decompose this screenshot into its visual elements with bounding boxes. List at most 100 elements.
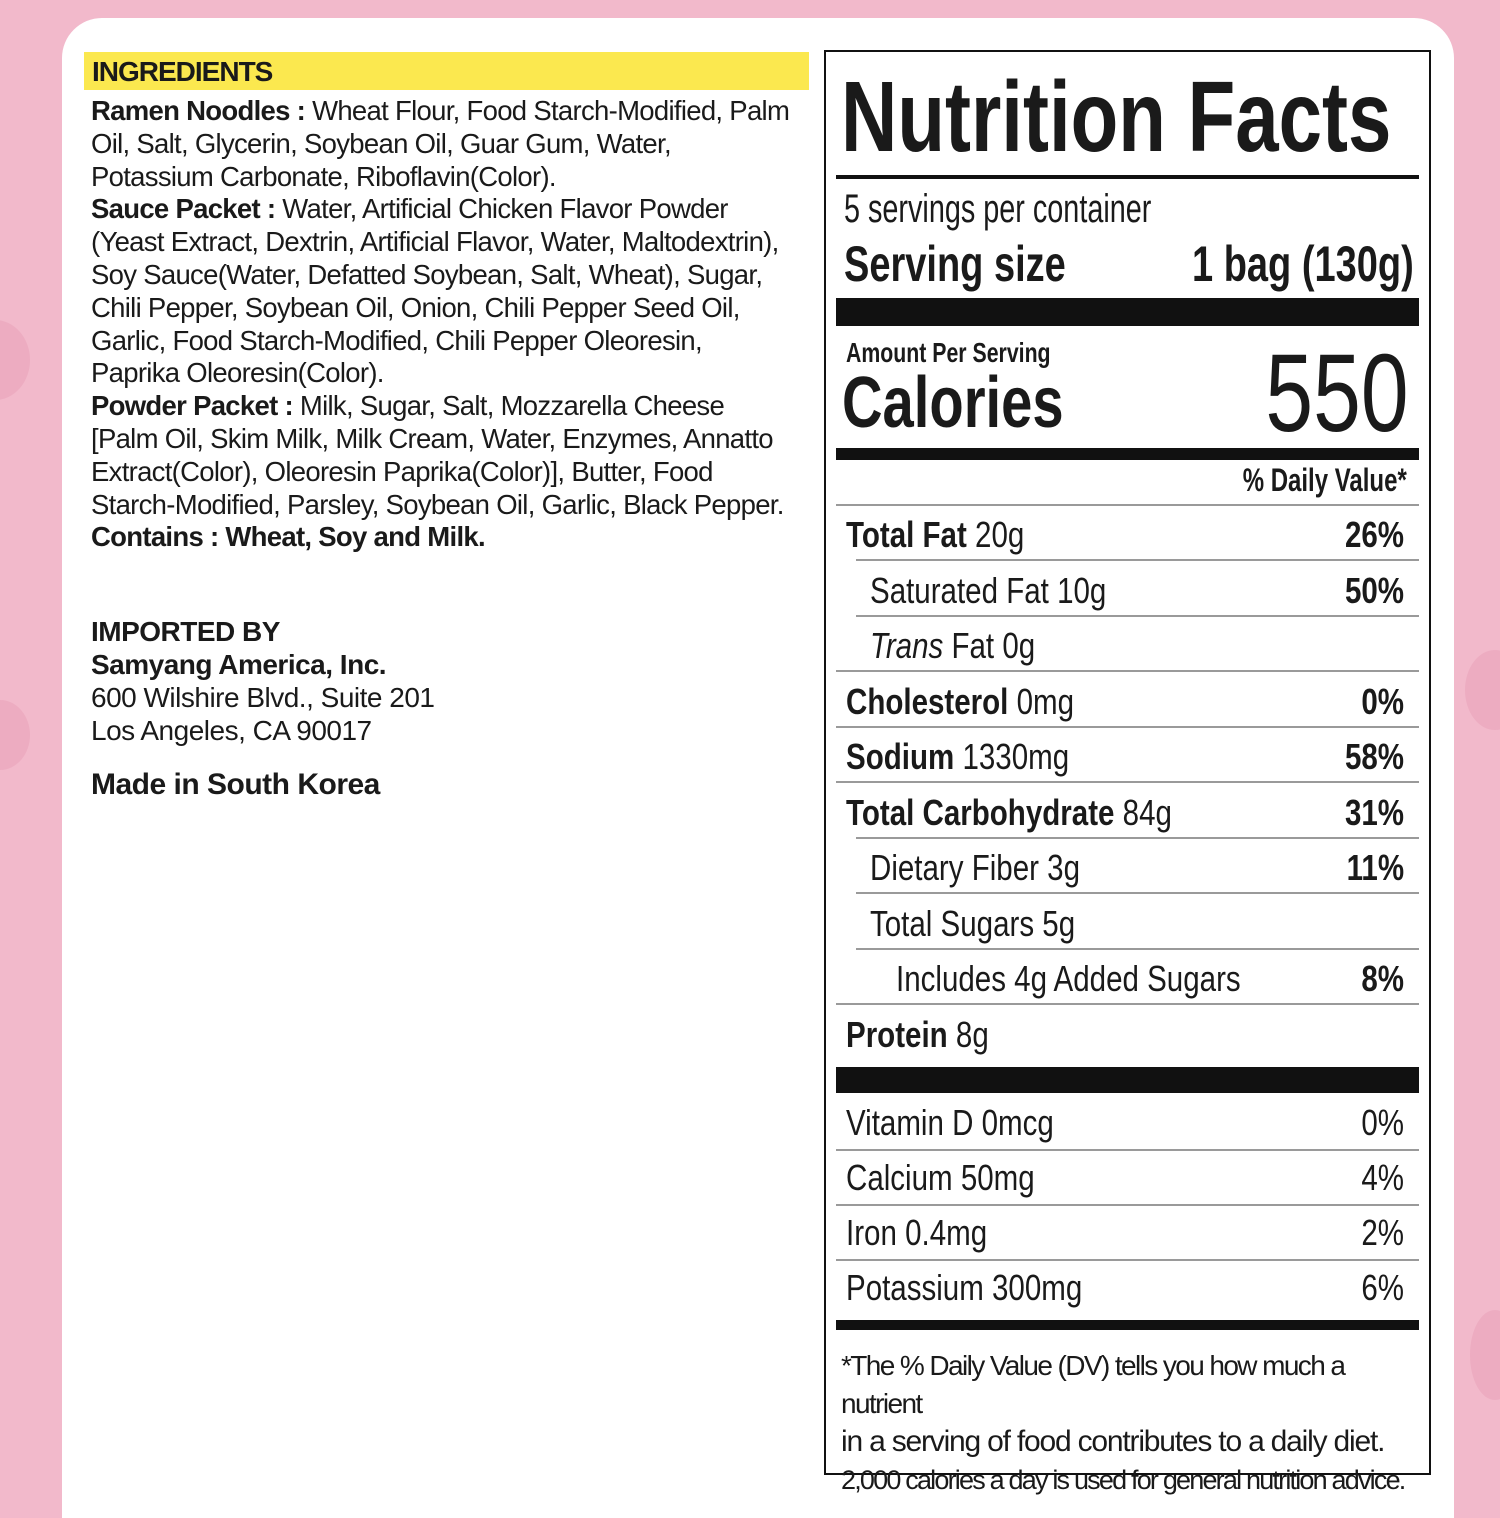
calories-value-text: 550 xyxy=(1265,332,1409,455)
nutrient-label: Cholesterol xyxy=(846,680,1009,722)
divider xyxy=(856,947,1419,950)
nutrient-row: Total Sugars 5g xyxy=(846,903,1404,945)
divider xyxy=(836,725,1419,728)
dv-header-text: % Daily Value* xyxy=(1242,462,1407,498)
section-label: Contains : xyxy=(91,521,219,553)
nutrient-name: Total Fat 20g xyxy=(846,514,1024,556)
importer-address: 600 Wilshire Blvd., Suite 201 xyxy=(91,682,435,713)
section-label: Powder Packet : xyxy=(91,390,294,422)
nutrient-name: Protein 8g xyxy=(846,1014,989,1056)
nutrition-title: Nutrition Facts xyxy=(841,62,1500,172)
nutrient-daily-value: 0% xyxy=(1361,680,1404,722)
section-label: Ramen Noodles : xyxy=(91,95,306,126)
nutrient-row: Dietary Fiber 3g 11% xyxy=(846,847,1404,889)
divider xyxy=(856,836,1419,839)
vitamin-daily-value: 2% xyxy=(1361,1212,1404,1253)
heart-decoration xyxy=(0,700,30,770)
vitamin-label: Potassium 300mg xyxy=(846,1267,1083,1308)
allergen-statement: Contains : Wheat, Soy and Milk. xyxy=(91,521,486,553)
divider xyxy=(836,781,1419,783)
nutrient-amount: 1330mg xyxy=(962,736,1070,777)
amount-per-serving: Amount Per Serving xyxy=(846,337,1115,369)
nutrient-daily-value: 31% xyxy=(1344,791,1404,833)
vitamin-row: Vitamin D 0mcg 0% xyxy=(846,1102,1404,1143)
servings-text: 5 servings per container xyxy=(844,187,1152,231)
calories-value: 550 xyxy=(1225,330,1409,457)
divider xyxy=(856,614,1419,617)
nutrient-row: Total Carbohydrate 84g 31% xyxy=(846,791,1404,834)
section-text: Water, Artificial Chicken Flavor Powder … xyxy=(91,193,779,389)
nutrient-name: Dietary Fiber 3g xyxy=(870,847,1080,889)
nutrient-row: Protein 8g xyxy=(846,1014,1404,1056)
nutrient-label: Protein xyxy=(846,1013,948,1055)
nutrient-label: Total Fat xyxy=(846,514,967,555)
divider xyxy=(836,1204,1419,1206)
nutrient-amount: 8g xyxy=(955,1013,989,1055)
divider xyxy=(856,892,1419,894)
serving-size-value: 1 bag (130g) xyxy=(1122,235,1414,293)
importer-city: Los Angeles, CA 90017 xyxy=(91,715,372,746)
nutrient-label: Total Sugars xyxy=(870,902,1035,944)
nutrient-row: Sodium 1330mg 58% xyxy=(846,736,1404,777)
divider xyxy=(836,1003,1419,1005)
divider xyxy=(836,1259,1419,1261)
nutrient-row: Cholesterol 0mg 0% xyxy=(846,680,1404,723)
divider xyxy=(856,559,1419,561)
divider xyxy=(836,1149,1419,1151)
vitamin-daily-value: 6% xyxy=(1361,1267,1404,1308)
nutrient-amount: Fat 0g xyxy=(951,625,1036,666)
nutrition-title-text: Nutrition Facts xyxy=(841,61,1392,173)
nutrient-label: Total Carbohydrate xyxy=(846,791,1115,833)
ingredients-list: Ramen Noodles : Wheat Flour, Food Starch… xyxy=(91,95,796,554)
ingredient-section: Powder Packet : Milk, Sugar, Salt, Mozza… xyxy=(91,390,784,519)
section-label: Sauce Packet : xyxy=(91,193,276,225)
nutrient-row: Includes 4g Added Sugars 8% xyxy=(846,958,1404,1000)
nutrient-amount: 10g xyxy=(1057,569,1107,611)
nutrient-name: Saturated Fat 10g xyxy=(870,570,1106,612)
footnote-line: in a serving of food contributes to a da… xyxy=(841,1425,1385,1458)
heart-decoration xyxy=(1465,650,1500,730)
nutrient-amount: 84g xyxy=(1122,791,1172,833)
nutrient-label: Saturated Fat xyxy=(870,569,1049,611)
vitamin-daily-value: 0% xyxy=(1361,1102,1404,1143)
vitamin-label: Vitamin D 0mcg xyxy=(846,1102,1054,1143)
serving-size-value-text: 1 bag (130g) xyxy=(1192,236,1414,292)
nutrient-name: Total Sugars 5g xyxy=(870,903,1075,945)
vitamin-row: Potassium 300mg 6% xyxy=(846,1267,1404,1308)
nutrient-amount: 5g xyxy=(1042,902,1076,944)
nutrient-row: Saturated Fat 10g 50% xyxy=(846,569,1404,612)
footnote-line: 2,000 calories a day is used for general… xyxy=(841,1465,1406,1495)
vitamin-row: Iron 0.4mg 2% xyxy=(846,1212,1404,1253)
nutrient-label: Dietary Fiber xyxy=(870,847,1039,888)
nutrient-daily-value: 11% xyxy=(1346,847,1404,888)
footnote: *The % Daily Value (DV) tells you how mu… xyxy=(841,1347,1429,1499)
nutrient-daily-value: 50% xyxy=(1344,569,1404,611)
section-text: Wheat Flour, Food Starch-Modified, Palm … xyxy=(91,95,790,192)
divider xyxy=(836,670,1419,672)
importer-heading: IMPORTED BY xyxy=(91,616,280,647)
ingredients-heading-text: INGREDIENTS xyxy=(92,56,273,87)
nutrient-name: Cholesterol 0mg xyxy=(846,681,1074,723)
nutrient-name: Total Carbohydrate 84g xyxy=(846,792,1172,834)
nutrient-row: Trans Fat 0g xyxy=(846,625,1404,667)
nutrient-label: Sodium xyxy=(846,736,955,777)
nutrient-amount: 3g xyxy=(1047,847,1081,888)
heart-decoration xyxy=(1470,1310,1500,1400)
calories-label-text: Calories xyxy=(842,363,1064,443)
vitamin-row: Calcium 50mg 4% xyxy=(846,1157,1404,1198)
nutrient-name: Includes 4g Added Sugars xyxy=(896,958,1241,1000)
nutrient-amount: 20g xyxy=(975,514,1025,555)
nutrient-amount: 0mg xyxy=(1016,680,1075,722)
amount-per-serving-text: Amount Per Serving xyxy=(846,337,1051,368)
importer-info: IMPORTED BY Samyang America, Inc. 600 Wi… xyxy=(91,615,435,747)
vitamin-daily-value: 4% xyxy=(1361,1157,1404,1198)
calories-label: Calories xyxy=(842,362,1126,444)
nutrient-daily-value: 8% xyxy=(1361,958,1404,999)
nutrition-facts-panel: Nutrition Facts 5 servings per container… xyxy=(824,50,1431,1495)
daily-value-header: % Daily Value* xyxy=(1188,462,1407,499)
nutrient-name: Trans Fat 0g xyxy=(870,625,1035,667)
nutrient-daily-value: 26% xyxy=(1344,514,1404,555)
servings-per-container: 5 servings per container xyxy=(844,187,1271,232)
section-text: Milk, Sugar, Salt, Mozzarella Cheese [Pa… xyxy=(91,390,784,520)
heart-decoration xyxy=(0,320,30,400)
